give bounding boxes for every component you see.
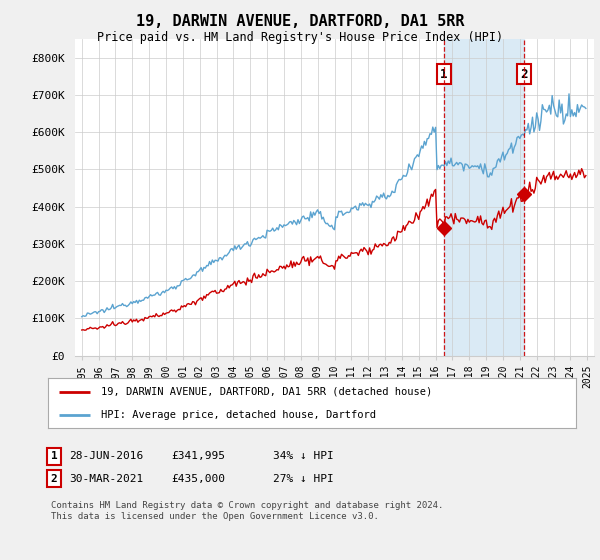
Text: 30-MAR-2021: 30-MAR-2021 [69, 474, 143, 484]
Text: HPI: Average price, detached house, Dartford: HPI: Average price, detached house, Dart… [101, 410, 376, 420]
Text: 2: 2 [50, 474, 58, 484]
Text: £435,000: £435,000 [171, 474, 225, 484]
Text: 34% ↓ HPI: 34% ↓ HPI [273, 451, 334, 461]
Text: 1: 1 [440, 68, 448, 81]
Text: 1: 1 [50, 451, 58, 461]
Text: 2: 2 [520, 68, 528, 81]
Bar [444, 39, 524, 356]
Text: 19, DARWIN AVENUE, DARTFORD, DA1 5RR (detached house): 19, DARWIN AVENUE, DARTFORD, DA1 5RR (de… [101, 386, 432, 396]
Text: Price paid vs. HM Land Registry's House Price Index (HPI): Price paid vs. HM Land Registry's House … [97, 31, 503, 44]
Text: £341,995: £341,995 [171, 451, 225, 461]
Text: 27% ↓ HPI: 27% ↓ HPI [273, 474, 334, 484]
Text: 28-JUN-2016: 28-JUN-2016 [69, 451, 143, 461]
Text: 19, DARWIN AVENUE, DARTFORD, DA1 5RR: 19, DARWIN AVENUE, DARTFORD, DA1 5RR [136, 14, 464, 29]
Text: Contains HM Land Registry data © Crown copyright and database right 2024.
This d: Contains HM Land Registry data © Crown c… [51, 501, 443, 521]
